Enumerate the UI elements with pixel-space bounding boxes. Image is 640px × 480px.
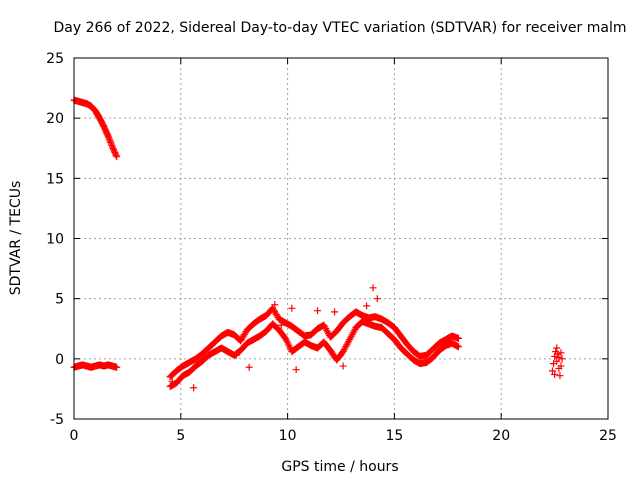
data-point (557, 349, 565, 357)
trace-point (395, 330, 403, 338)
y-tick-label: 25 (46, 51, 64, 67)
x-tick-label: 15 (385, 428, 403, 444)
trace-point (112, 151, 120, 159)
y-tick-label: 20 (46, 111, 64, 127)
axis-ticks (73, 57, 609, 420)
y-axis-label: SDTVAR / TECUs (8, 181, 24, 296)
chart-title: Day 266 of 2022, Sidereal Day-to-day VTE… (54, 20, 627, 36)
trace-point (99, 120, 107, 128)
x-tick-label: 10 (279, 428, 297, 444)
data-point (271, 301, 279, 309)
data-point (232, 351, 240, 359)
data-point (557, 362, 565, 370)
x-tick-label: 5 (176, 428, 185, 444)
data-point (551, 370, 559, 378)
trace-point (107, 138, 115, 146)
data-point (554, 350, 562, 358)
trace-point (337, 350, 345, 358)
data-point (363, 302, 371, 310)
trace-point (273, 312, 281, 320)
data-point (553, 357, 561, 365)
y-tick-label: -5 (50, 412, 64, 428)
trace-point (105, 135, 113, 143)
trace-point (103, 129, 111, 137)
trace-point (241, 329, 249, 337)
data-point (555, 354, 563, 362)
data-point (288, 304, 296, 312)
x-axis-label: GPS time / hours (281, 459, 398, 475)
trace-point (344, 339, 352, 347)
x-tick-label: 0 (70, 428, 79, 444)
trace-point (106, 137, 114, 145)
grid-lines (74, 58, 608, 419)
trace-point (280, 332, 288, 340)
x-tick-label: 25 (599, 428, 617, 444)
trace-point (112, 363, 120, 371)
trace-point (454, 342, 462, 350)
trace-point (107, 140, 115, 148)
y-tick-label: 5 (55, 292, 64, 308)
trace-point (111, 150, 119, 158)
trace-point (350, 327, 358, 335)
y-tick-labels: -5 0 5 10 15 20 25 (46, 51, 64, 428)
y-tick-label: 0 (55, 352, 64, 368)
data-point (339, 362, 347, 370)
x-tick-label: 20 (492, 428, 510, 444)
data-markers (70, 96, 566, 392)
trace-point (105, 134, 113, 142)
data-point (245, 363, 253, 371)
data-point (373, 295, 381, 303)
trace-point (324, 344, 332, 352)
data-point (369, 284, 377, 292)
data-point (314, 307, 322, 315)
y-tick-label: 10 (46, 232, 64, 248)
data-point (548, 367, 556, 375)
trace-point (454, 334, 462, 342)
data-point (292, 366, 300, 374)
data-point (277, 321, 285, 329)
data-point (168, 378, 176, 386)
data-point (553, 344, 561, 352)
x-tick-labels: 0 5 10 15 20 25 (70, 428, 617, 444)
data-point (190, 384, 198, 392)
data-point (558, 355, 566, 363)
y-tick-label: 15 (46, 171, 64, 187)
data-point (331, 308, 339, 316)
data-point (556, 372, 564, 380)
